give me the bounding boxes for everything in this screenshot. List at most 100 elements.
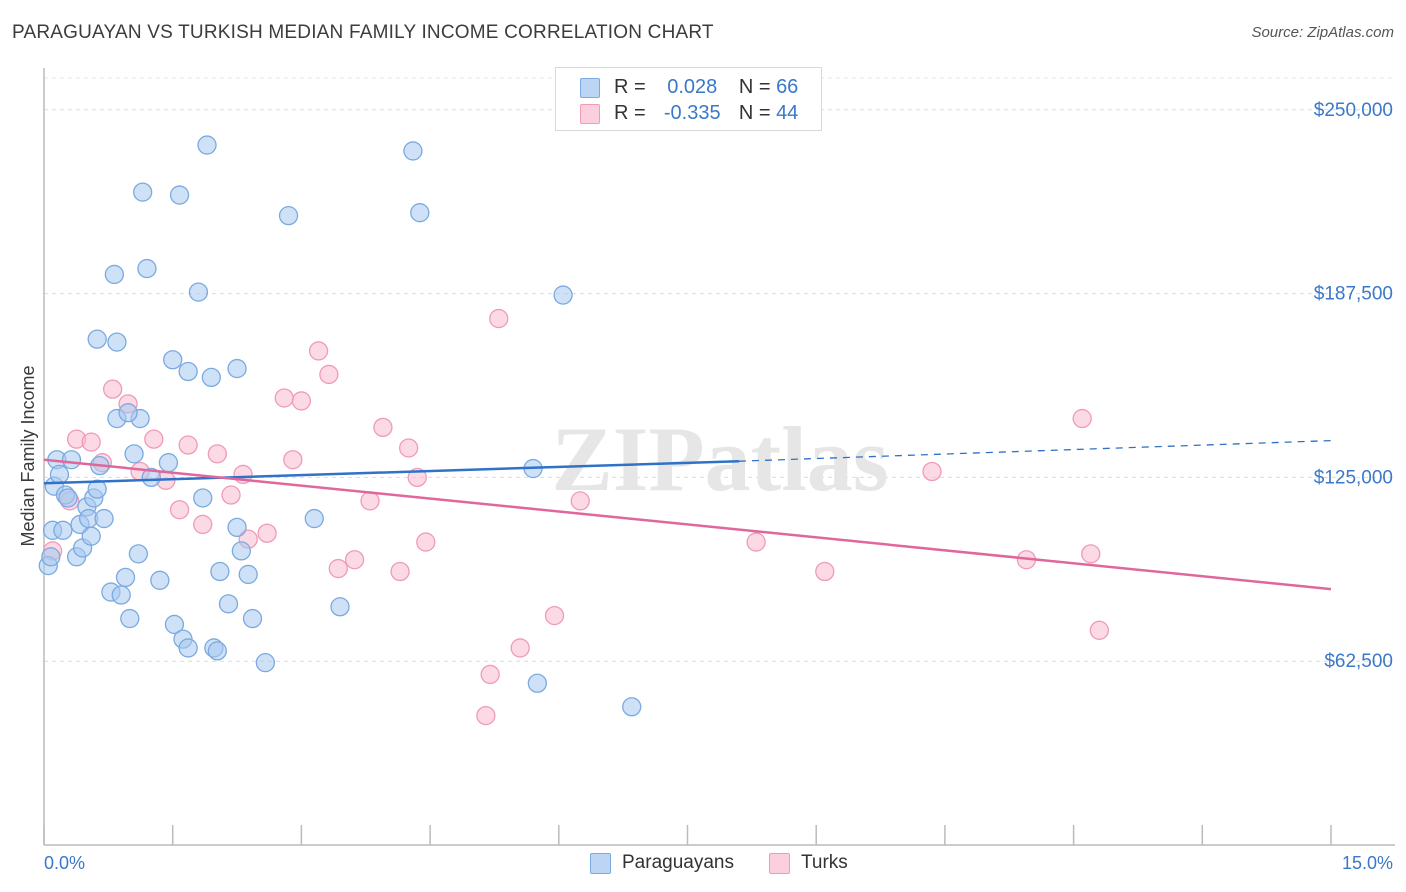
data-point (163, 350, 183, 370)
data-point (41, 547, 61, 567)
data-point (118, 403, 138, 423)
data-point (124, 444, 144, 464)
data-point (274, 388, 294, 408)
data-point (169, 185, 190, 205)
data-point (164, 614, 185, 635)
watermark: ZIPatlas (551, 408, 888, 510)
data-point (373, 417, 393, 438)
y-tick-labels: $62,500 $125,000 $187,500 $250,000 (1314, 100, 1393, 672)
data-point (61, 450, 82, 470)
data-point (238, 564, 258, 585)
data-point (94, 508, 114, 529)
data-point (403, 141, 423, 161)
data-point (137, 258, 157, 279)
n-value: 66 (776, 76, 799, 98)
data-point (510, 638, 530, 658)
data-point (489, 308, 509, 329)
data-point (304, 508, 324, 529)
data-point (227, 358, 247, 379)
data-point (104, 264, 125, 285)
data-point (319, 364, 339, 385)
trend-line (43, 458, 1332, 591)
data-point (207, 444, 227, 464)
data-point (328, 558, 348, 579)
legend-swatch-blue (590, 853, 611, 874)
data-point (308, 341, 329, 361)
data-point (49, 464, 70, 485)
data-point (87, 329, 107, 349)
data-point (398, 438, 419, 458)
trend-line (43, 459, 740, 485)
data-point (133, 182, 153, 202)
r-value: 0.028 (667, 76, 718, 98)
y-tick-label: $125,000 (1314, 467, 1393, 488)
data-point (570, 491, 590, 511)
trend-lines (43, 439, 1332, 591)
data-point (210, 561, 230, 582)
n-label: N = (738, 102, 771, 124)
chart-title: PARAGUAYAN VS TURKISH MEDIAN FAMILY INCO… (12, 22, 714, 43)
data-point (218, 594, 239, 614)
data-point (242, 608, 263, 629)
data-point (922, 461, 942, 482)
legend-swatch-pink (580, 104, 600, 124)
data-point (102, 379, 123, 399)
data-point (158, 453, 179, 473)
data-point (141, 467, 161, 488)
n-value: 44 (776, 102, 799, 124)
x-tick-labels: 0.0% 15.0% (44, 853, 1393, 873)
data-point (120, 608, 140, 629)
data-point (746, 532, 766, 552)
data-point (1089, 620, 1109, 640)
data-point (257, 523, 277, 543)
legend-label: Paraguayans (622, 852, 734, 873)
y-tick-label: $62,500 (1324, 651, 1393, 672)
data-point (278, 205, 299, 226)
series-paraguayans (38, 135, 642, 717)
data-point (231, 541, 251, 561)
data-point (188, 282, 209, 302)
data-point (476, 705, 496, 726)
data-point (407, 467, 427, 488)
y-tick-label: $250,000 (1314, 100, 1393, 121)
data-point (150, 570, 170, 590)
data-point (128, 544, 149, 564)
y-axis-label: Median Family Income (18, 365, 38, 546)
data-point (178, 435, 198, 455)
data-point (193, 488, 213, 508)
data-point (291, 391, 312, 411)
data-point (178, 361, 198, 382)
data-point (255, 653, 276, 673)
n-label: N = (738, 76, 771, 98)
data-point (527, 673, 547, 693)
data-point (344, 550, 365, 570)
data-point (81, 432, 101, 452)
data-point (207, 641, 227, 661)
legend-label: Turks (801, 852, 848, 873)
x-tick-label: 15.0% (1342, 853, 1393, 873)
data-point (815, 561, 835, 582)
data-point (221, 485, 241, 505)
data-point (81, 526, 101, 546)
data-point (58, 488, 78, 508)
data-point (227, 517, 247, 538)
r-label: R = (614, 102, 646, 124)
data-point (480, 664, 500, 685)
data-point (1081, 544, 1101, 564)
data-point (197, 135, 217, 155)
series-turks (42, 308, 1109, 726)
data-point (111, 585, 131, 605)
data-point (416, 532, 436, 552)
r-label: R = (614, 76, 646, 98)
stats-legend: R = 0.028 N = 66 R = -0.335 N = 44 (555, 67, 822, 131)
legend-swatch-blue (580, 78, 600, 98)
data-point (201, 367, 221, 388)
data-point (622, 697, 642, 717)
data-point (553, 285, 573, 305)
axes (43, 68, 1395, 846)
data-point (410, 203, 430, 223)
data-point (178, 638, 198, 658)
data-point (1072, 408, 1092, 429)
source-label: Source: ZipAtlas.com (1251, 24, 1394, 41)
data-point (53, 520, 73, 540)
